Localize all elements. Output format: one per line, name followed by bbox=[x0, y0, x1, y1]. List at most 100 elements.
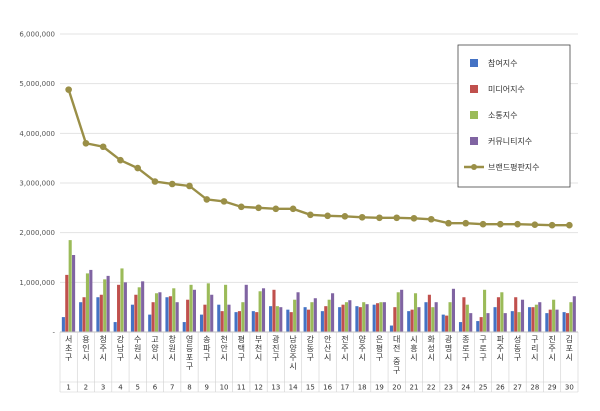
line-series bbox=[65, 86, 573, 229]
bar bbox=[303, 307, 307, 332]
bar bbox=[158, 292, 162, 332]
line-point bbox=[82, 139, 90, 147]
rank-label: 19 bbox=[375, 384, 384, 392]
line-point bbox=[427, 215, 435, 223]
rank-label: 14 bbox=[289, 384, 298, 392]
bar bbox=[123, 282, 127, 332]
rank-label: 2 bbox=[84, 384, 88, 392]
legend-label: 커뮤니티지수 bbox=[488, 136, 532, 146]
bar bbox=[479, 317, 483, 332]
y-tick-label: 2,000,000 bbox=[19, 229, 55, 237]
bar bbox=[241, 302, 245, 332]
bar bbox=[117, 284, 121, 332]
rank-label: 7 bbox=[170, 384, 174, 392]
bar bbox=[413, 293, 418, 332]
rank-label: 1 bbox=[66, 384, 70, 392]
line-point bbox=[134, 164, 141, 172]
bar bbox=[327, 299, 331, 332]
line-point bbox=[168, 180, 176, 188]
legend-label: 소통지수 bbox=[488, 111, 517, 120]
bar bbox=[175, 302, 179, 332]
bar bbox=[261, 288, 266, 332]
rank-label: 4 bbox=[118, 384, 123, 392]
line-point bbox=[566, 221, 573, 229]
y-axis-ticks: - 1,000,000 2,000,000 3,000,000 4,000,000 5,0… bbox=[19, 31, 55, 337]
line-point bbox=[307, 211, 314, 219]
bar bbox=[517, 312, 521, 332]
bar bbox=[255, 312, 259, 332]
y-tick-label: 1,000,000 bbox=[19, 279, 55, 287]
bar bbox=[192, 289, 196, 332]
line-point bbox=[65, 86, 72, 93]
line-point bbox=[531, 221, 539, 229]
bar bbox=[134, 294, 138, 332]
bar bbox=[96, 297, 100, 332]
legend-line-marker bbox=[471, 164, 477, 170]
line-point bbox=[376, 214, 383, 222]
bar bbox=[569, 302, 573, 332]
bar bbox=[338, 307, 342, 332]
y-tick-label: - bbox=[52, 329, 55, 337]
legend-swatch bbox=[470, 137, 478, 145]
rank-label: 9 bbox=[205, 384, 209, 392]
bar bbox=[186, 299, 190, 332]
x-axis: 서 초 구 1 용 인 시 2 청 주 시 3 강 남 구 4 수 원 시 5 고 양 시 6 창 원 시 7 영 등 포 구 8 송 파 구 9 천 안 시… bbox=[59, 331, 579, 393]
bar bbox=[203, 304, 207, 332]
line-point bbox=[151, 178, 159, 185]
bar bbox=[379, 302, 383, 332]
bar bbox=[548, 309, 552, 332]
bar bbox=[61, 317, 65, 332]
bar bbox=[520, 299, 525, 332]
bar bbox=[85, 273, 89, 332]
rank-label: 27 bbox=[513, 384, 522, 392]
bar bbox=[372, 304, 376, 332]
bar bbox=[528, 307, 532, 332]
bar bbox=[458, 322, 463, 332]
bar bbox=[358, 307, 362, 332]
rank-label: 29 bbox=[548, 384, 557, 392]
bar bbox=[476, 321, 480, 332]
y-tick-label: 3,000,000 bbox=[19, 180, 55, 188]
bar bbox=[362, 302, 366, 332]
bar bbox=[393, 307, 397, 332]
bar bbox=[417, 307, 421, 332]
bar bbox=[407, 311, 411, 332]
bar bbox=[313, 298, 317, 332]
rank-label: 11 bbox=[237, 384, 246, 392]
line-point bbox=[462, 219, 470, 227]
bar bbox=[555, 309, 559, 332]
rank-label: 23 bbox=[444, 384, 453, 392]
bar bbox=[344, 302, 348, 332]
line-point bbox=[393, 214, 401, 222]
line-point bbox=[220, 198, 228, 205]
rank-label: 18 bbox=[358, 384, 367, 392]
y-tick-label: 5,000,000 bbox=[19, 80, 55, 88]
bar bbox=[99, 294, 103, 332]
bar bbox=[320, 311, 324, 332]
line-point bbox=[99, 143, 107, 151]
bar bbox=[400, 289, 404, 332]
bar bbox=[534, 304, 538, 332]
rank-label: 22 bbox=[427, 384, 436, 392]
y-tick-label: 4,000,000 bbox=[19, 130, 55, 138]
bars bbox=[61, 240, 576, 332]
bar bbox=[220, 311, 224, 332]
